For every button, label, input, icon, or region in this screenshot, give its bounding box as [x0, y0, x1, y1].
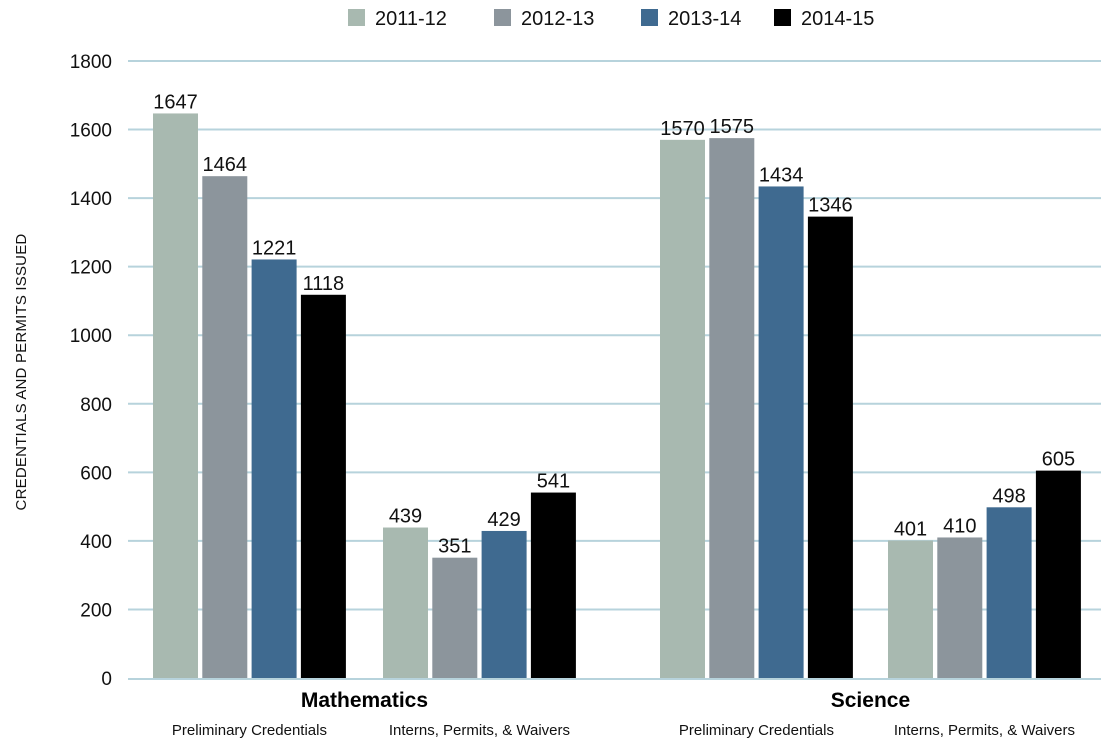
- x-axis-labels: Preliminary Credentials Interns, Permits,…: [172, 689, 1075, 739]
- bar: [481, 530, 527, 678]
- legend-swatch: [641, 9, 658, 26]
- group-label: Science: [831, 689, 910, 712]
- y-axis-title: CREDENTIALS AND PERMITS ISSUED: [13, 234, 30, 511]
- legend-label: 2012-13: [521, 8, 594, 30]
- bar: [937, 537, 983, 678]
- bar: [1035, 470, 1081, 678]
- bar: [202, 176, 248, 678]
- data-label: 541: [537, 471, 570, 493]
- data-label: 1647: [153, 91, 198, 113]
- data-label: 498: [992, 485, 1025, 507]
- data-label: 1118: [303, 273, 345, 295]
- data-label: 1570: [660, 118, 705, 140]
- bar: [153, 113, 198, 678]
- category-label: Preliminary Credentials: [679, 722, 834, 739]
- data-label: 1434: [759, 164, 804, 186]
- y-tick-label: 1800: [70, 52, 112, 73]
- data-label: 410: [943, 515, 976, 537]
- legend: 2011-12 2012-13 2013-14 2014-15: [348, 8, 874, 30]
- y-tick-label: 1400: [70, 189, 112, 210]
- bar: [383, 527, 428, 678]
- bar: [709, 138, 755, 678]
- legend-swatch: [774, 9, 791, 26]
- bar: [530, 492, 576, 678]
- data-label: 1346: [808, 195, 853, 217]
- bars: [153, 113, 1081, 679]
- bar: [660, 139, 705, 679]
- bar: [986, 507, 1032, 678]
- legend-label: 2011-12: [375, 8, 447, 30]
- bar: [758, 186, 804, 678]
- data-labels: 1647 1464 1221 1118 439 351 429 541 1570 1575 1434…: [153, 91, 1075, 557]
- y-axis-ticks: 0 200 400 600 800 1000 1200 1400 1600 1800: [70, 52, 112, 690]
- data-label: 429: [487, 509, 520, 531]
- y-tick-label: 1000: [70, 326, 112, 347]
- data-label: 351: [438, 536, 471, 558]
- data-label: 439: [389, 506, 422, 528]
- data-label: 1221: [252, 237, 297, 259]
- data-label: 605: [1042, 449, 1075, 471]
- y-tick-label: 1600: [70, 121, 112, 142]
- y-tick-label: 600: [80, 463, 112, 484]
- bar: [300, 294, 346, 678]
- data-label: 1464: [203, 154, 248, 176]
- y-tick-label: 800: [80, 395, 112, 416]
- legend-swatch: [348, 9, 365, 26]
- category-label: Interns, Permits, & Waivers: [389, 722, 570, 739]
- bar: [807, 216, 853, 679]
- group-label: Mathematics: [301, 689, 428, 712]
- legend-swatch: [494, 9, 511, 26]
- category-label: Preliminary Credentials: [172, 722, 327, 739]
- y-tick-label: 200: [80, 600, 112, 621]
- y-tick-label: 1200: [70, 258, 112, 279]
- category-label: Interns, Permits, & Waivers: [894, 722, 1075, 739]
- bar: [251, 259, 297, 678]
- legend-label: 2013-14: [668, 8, 741, 30]
- y-tick-label: 400: [80, 532, 112, 553]
- data-label: 401: [894, 519, 927, 541]
- bar: [432, 557, 478, 678]
- y-tick-label: 0: [101, 669, 112, 690]
- data-label: 1575: [710, 116, 755, 138]
- legend-label: 2014-15: [801, 8, 874, 30]
- bar: [888, 540, 933, 678]
